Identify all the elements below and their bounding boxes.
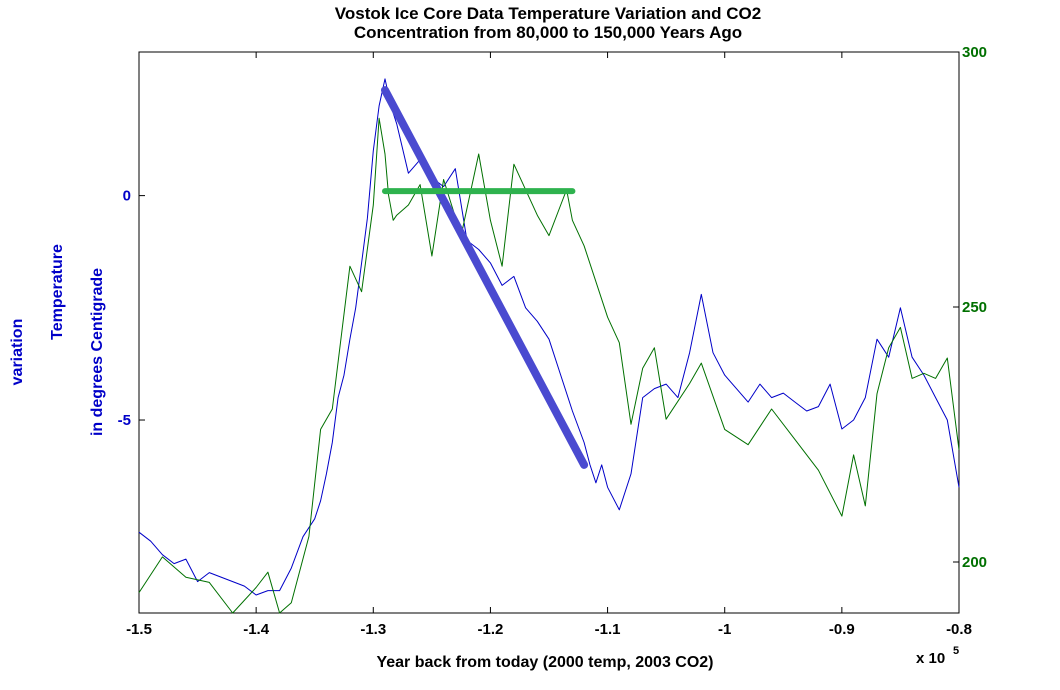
y-left-tick-label: -5 [118, 412, 131, 429]
y-right-tick-label: 200 [962, 554, 987, 571]
series-line-0 [138, 78, 960, 596]
x-tick-label: -0.8 [946, 621, 972, 638]
x-axis-multiplier-exponent: 5 [953, 645, 959, 657]
chart-title-line-1: Vostok Ice Core Data Temperature Variati… [335, 4, 761, 23]
series-layer [138, 78, 960, 614]
series-line-2 [381, 86, 589, 469]
y-axis-right: 300 250 200 [953, 44, 987, 571]
y-axis-left-label-line-1: Temperature [49, 244, 66, 340]
chart-title-line-2: Concentration from 80,000 to 150,000 Yea… [354, 23, 742, 42]
x-tick-label: -1.5 [126, 621, 152, 638]
x-tick-label: -1.1 [595, 621, 621, 638]
x-tick-label: -1.3 [360, 621, 386, 638]
plot-area-frame [138, 51, 960, 614]
x-tick-label: -0.9 [829, 621, 855, 638]
y-axis-left: 0 -5 [118, 188, 145, 429]
y-right-tick-label: 250 [962, 299, 987, 316]
x-tick-label: -1.2 [477, 621, 503, 638]
y-left-tick-label: 0 [123, 188, 131, 205]
x-axis-multiplier: x 10 [916, 650, 945, 667]
x-tick-label: -1 [718, 621, 731, 638]
y-right-tick-label: 300 [962, 44, 987, 61]
y-axis-left-label-line-2: variation [9, 319, 26, 386]
y-axis-left-label-line-3: in degrees Centigrade [89, 268, 106, 436]
x-axis-label: Year back from today (2000 temp, 2003 CO… [376, 654, 713, 671]
x-tick-label: -1.4 [243, 621, 270, 638]
series-line-1 [138, 117, 960, 614]
x-axis: -1.5 -1.4 -1.3 -1.2 -1.1 -1 -0.9 -0.8 [126, 52, 972, 638]
